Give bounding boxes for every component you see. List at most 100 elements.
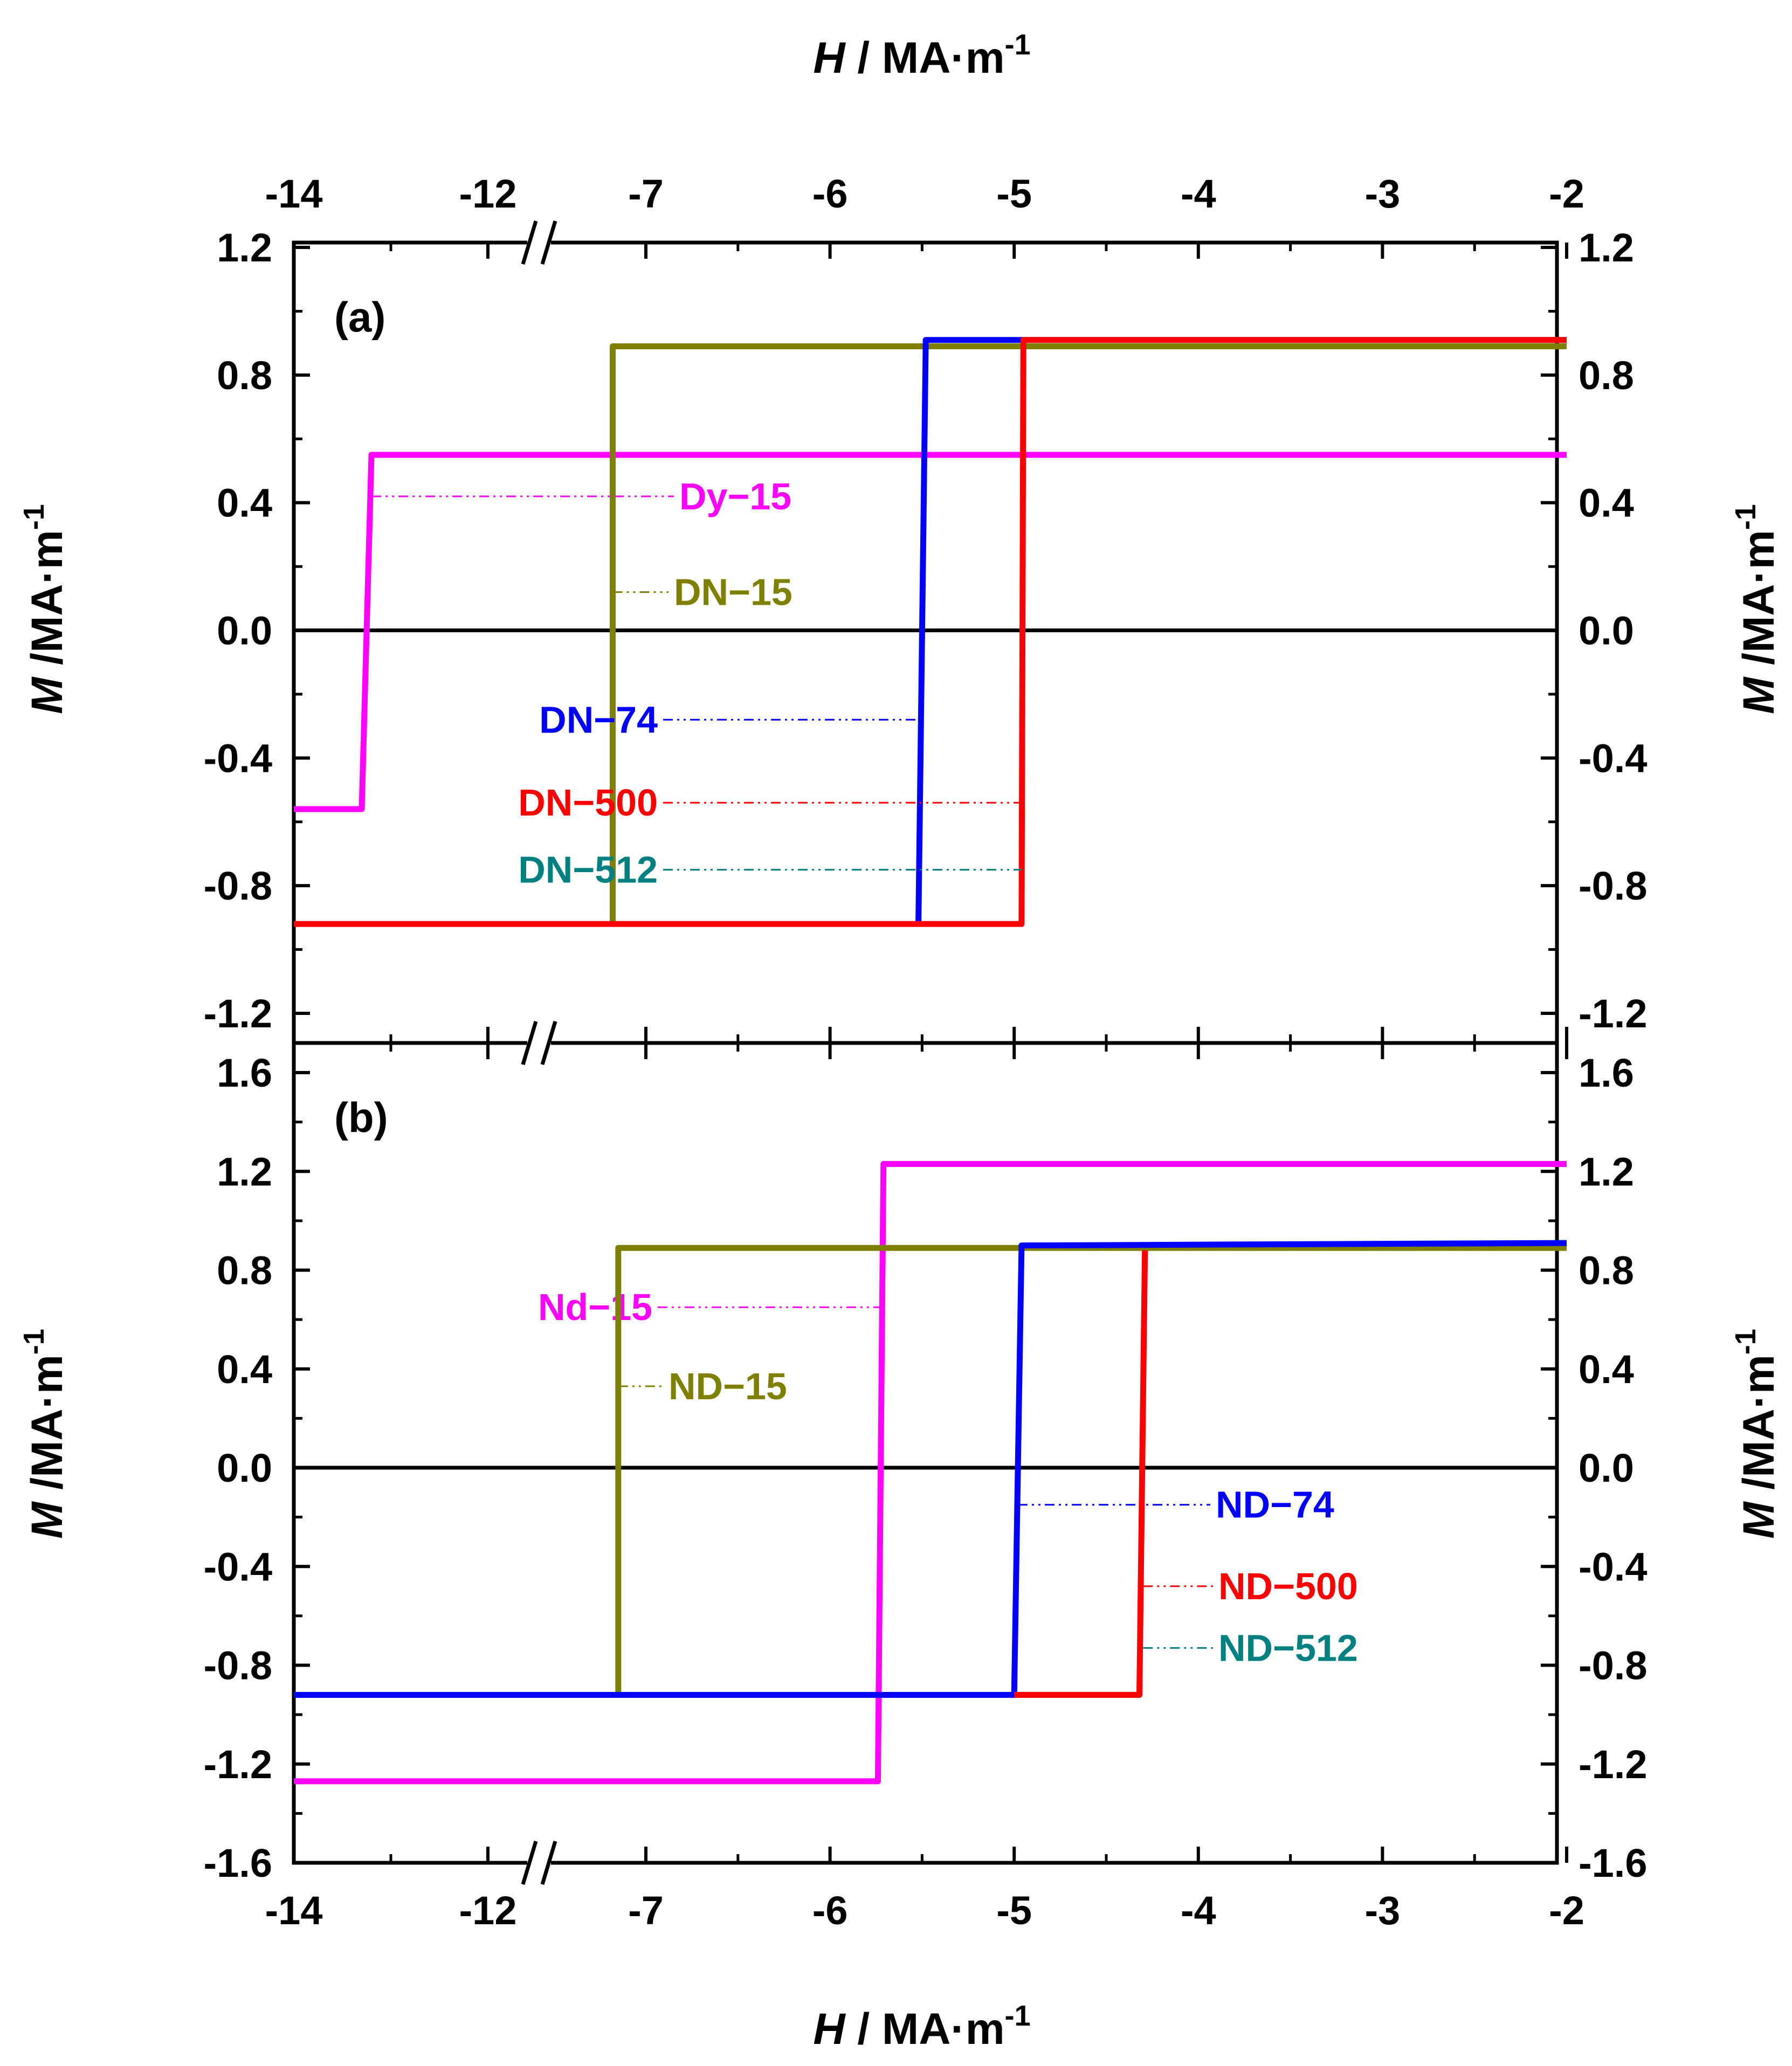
y-tick-label-left: -1.6 — [203, 1841, 272, 1885]
y-axis-title-symbol: M — [23, 676, 72, 714]
y-axis-title-exp: -1 — [1729, 1329, 1762, 1355]
top-axis-title-exp: -1 — [1005, 29, 1031, 61]
series-label: ND−500 — [1218, 1565, 1358, 1607]
y-tick-label-right: -1.2 — [1579, 991, 1648, 1036]
y-tick-label-right: 1.2 — [1579, 225, 1634, 270]
top-axis-title: H / MA·m-1 — [813, 29, 1030, 82]
series-label: DN−512 — [518, 849, 658, 891]
series-label: Dy−15 — [679, 475, 791, 517]
series-line — [294, 1161, 1567, 1785]
y-tick-label-left: 0.8 — [217, 1248, 272, 1293]
y-tick-label-right: 0.4 — [1579, 481, 1634, 526]
axis-break-mark — [521, 1840, 538, 1885]
panel-a: 1.2 1.2 0.8 0.8 0.4 0.4 0.0 0.0 -0.4 -0.4 -0.8 -0.8… — [203, 171, 1648, 1070]
y-axis-title-unit: /MA·m — [23, 530, 72, 677]
bottom-axis-title-unit: / MA·m — [845, 2005, 1005, 2054]
x-tick-label-top: -2 — [1549, 171, 1584, 216]
y-axis-title-unit: /MA·m — [1734, 530, 1783, 677]
x-tick-label-bottom: -12 — [459, 1888, 517, 1933]
bottom-axis-title: H / MA·m-1 — [813, 2000, 1030, 2054]
y-axis-title-unit: /MA·m — [23, 1355, 72, 1502]
y-tick-label-right: 0.0 — [1579, 609, 1634, 653]
y-tick-label-right: 0.0 — [1579, 1446, 1634, 1490]
y-axis-title-b-right: M /MA·m-1 — [1729, 1329, 1783, 1539]
series-label: DN−500 — [518, 782, 658, 824]
series-label: DN−15 — [674, 571, 792, 613]
bottom-axis-title-symbol: H — [813, 2005, 846, 2054]
y-axis-title-symbol: M — [23, 1501, 72, 1539]
panel-b: 1.6 1.6 1.2 1.2 0.8 0.8 0.4 0.4 0.0 0.0 -0.4 -0.4 -0… — [203, 1016, 1648, 1933]
y-axis-title-symbol: M — [1734, 1501, 1783, 1539]
axis-break-mark — [521, 1020, 538, 1066]
x-tick-label-bottom: -2 — [1549, 1888, 1584, 1933]
y-tick-label-right: -0.4 — [1579, 1544, 1648, 1589]
y-tick-label-left: 0.0 — [217, 1446, 272, 1490]
y-tick-label-right: -0.8 — [1579, 863, 1648, 908]
series-label: ND−512 — [1218, 1627, 1358, 1669]
x-tick-label-top: -5 — [996, 171, 1032, 216]
panel-label: (a) — [334, 293, 385, 341]
x-tick-label-bottom: -3 — [1364, 1888, 1400, 1933]
x-tick-label-bottom: -14 — [265, 1888, 323, 1933]
y-tick-label-left: -1.2 — [203, 1742, 272, 1787]
y-axis-title-exp: -1 — [18, 1329, 50, 1355]
x-tick-label-bottom: -6 — [812, 1888, 848, 1933]
series-line — [610, 343, 1567, 924]
x-tick-label-top: -7 — [628, 171, 664, 216]
axis-break-mark — [540, 1020, 557, 1066]
y-tick-label-right: -0.8 — [1579, 1643, 1648, 1688]
y-tick-label-left: 1.2 — [217, 225, 272, 270]
series-label: ND−15 — [668, 1365, 787, 1407]
series-line — [294, 452, 1567, 812]
y-tick-label-right: 0.8 — [1579, 1248, 1634, 1293]
x-tick-label-top: -3 — [1364, 171, 1400, 216]
x-tick-label-top: -12 — [459, 171, 517, 216]
y-axis-title-b-left: M /MA·m-1 — [18, 1329, 72, 1539]
series-line — [294, 1240, 1567, 1698]
plot-frame — [292, 1041, 1559, 1865]
y-tick-label-left: 0.4 — [217, 481, 272, 526]
y-tick-label-right: 1.2 — [1579, 1149, 1634, 1194]
series-line — [294, 337, 1567, 927]
y-tick-label-right: 0.4 — [1579, 1347, 1634, 1392]
y-tick-label-left: -0.4 — [203, 1544, 272, 1589]
panel-label: (b) — [334, 1094, 388, 1141]
y-tick-label-left: 0.8 — [217, 353, 272, 398]
y-tick-label-left: 0.0 — [217, 609, 272, 653]
y-tick-label-left: -1.2 — [203, 991, 272, 1036]
y-axis-title-a-right: M /MA·m-1 — [1729, 504, 1783, 714]
y-axis-title-exp: -1 — [1729, 504, 1762, 530]
y-tick-label-left: 1.2 — [217, 1149, 272, 1194]
x-tick-label-top: -14 — [265, 171, 323, 216]
y-tick-label-left: -0.4 — [203, 736, 272, 780]
series-label: Nd−15 — [538, 1286, 652, 1328]
axis-break-mark — [521, 220, 538, 265]
y-tick-label-left: 1.6 — [217, 1051, 272, 1095]
x-tick-label-top: -6 — [812, 171, 848, 216]
top-axis-title-symbol: H — [813, 33, 846, 82]
bottom-axis-title-exp: -1 — [1005, 2000, 1031, 2032]
y-axis-title-symbol: M — [1734, 676, 1783, 714]
y-axis-title-a-left: M /MA·m-1 — [18, 504, 72, 714]
x-tick-label-bottom: -4 — [1181, 1888, 1216, 1933]
series-line — [615, 1245, 1567, 1695]
y-tick-label-left: -0.8 — [203, 863, 272, 908]
top-axis-title-unit: / MA·m — [845, 33, 1005, 82]
series-line — [1014, 1250, 1148, 1698]
axis-break-mark — [540, 1840, 557, 1885]
y-axis-title-unit: /MA·m — [1734, 1355, 1783, 1502]
x-tick-label-bottom: -5 — [996, 1888, 1032, 1933]
y-tick-label-right: -1.6 — [1579, 1841, 1648, 1885]
series-label: ND−74 — [1216, 1484, 1334, 1526]
axis-break-mark — [540, 220, 557, 265]
y-tick-label-right: 1.6 — [1579, 1051, 1634, 1095]
y-tick-label-right: -0.4 — [1579, 736, 1648, 780]
y-tick-label-left: 0.4 — [217, 1347, 272, 1392]
x-tick-label-top: -4 — [1181, 171, 1216, 216]
series-label: DN−74 — [539, 699, 658, 741]
y-tick-label-right: -1.2 — [1579, 1742, 1648, 1787]
y-tick-label-right: 0.8 — [1579, 353, 1634, 398]
y-axis-title-exp: -1 — [18, 504, 50, 530]
x-tick-label-bottom: -7 — [628, 1888, 664, 1933]
